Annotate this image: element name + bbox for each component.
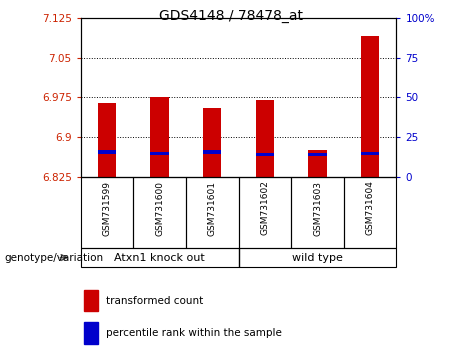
Bar xyxy=(186,177,239,248)
Text: genotype/variation: genotype/variation xyxy=(5,252,104,263)
Text: transformed count: transformed count xyxy=(106,296,203,306)
Bar xyxy=(84,322,98,344)
Text: GDS4148 / 78478_at: GDS4148 / 78478_at xyxy=(159,9,302,23)
Bar xyxy=(256,153,274,156)
Bar xyxy=(308,150,327,177)
Bar xyxy=(98,103,116,177)
Bar xyxy=(84,290,98,312)
Text: GSM731604: GSM731604 xyxy=(366,181,375,235)
Bar xyxy=(98,150,116,154)
Text: Atxn1 knock out: Atxn1 knock out xyxy=(114,252,205,263)
Text: GSM731601: GSM731601 xyxy=(208,181,217,235)
Bar xyxy=(133,177,186,248)
Text: wild type: wild type xyxy=(292,252,343,263)
Text: GSM731599: GSM731599 xyxy=(102,181,112,235)
Bar xyxy=(150,152,169,155)
Bar xyxy=(361,152,379,155)
Bar xyxy=(150,97,169,177)
Text: GSM731602: GSM731602 xyxy=(260,181,269,235)
Bar xyxy=(256,100,274,177)
Bar xyxy=(344,177,396,248)
Text: percentile rank within the sample: percentile rank within the sample xyxy=(106,328,282,338)
Bar xyxy=(239,177,291,248)
Bar xyxy=(361,36,379,177)
Bar xyxy=(291,177,344,248)
Bar xyxy=(203,150,221,154)
Bar xyxy=(81,177,133,248)
Bar xyxy=(308,153,327,156)
Text: GSM731603: GSM731603 xyxy=(313,181,322,235)
Bar xyxy=(203,108,221,177)
Text: GSM731600: GSM731600 xyxy=(155,181,164,235)
